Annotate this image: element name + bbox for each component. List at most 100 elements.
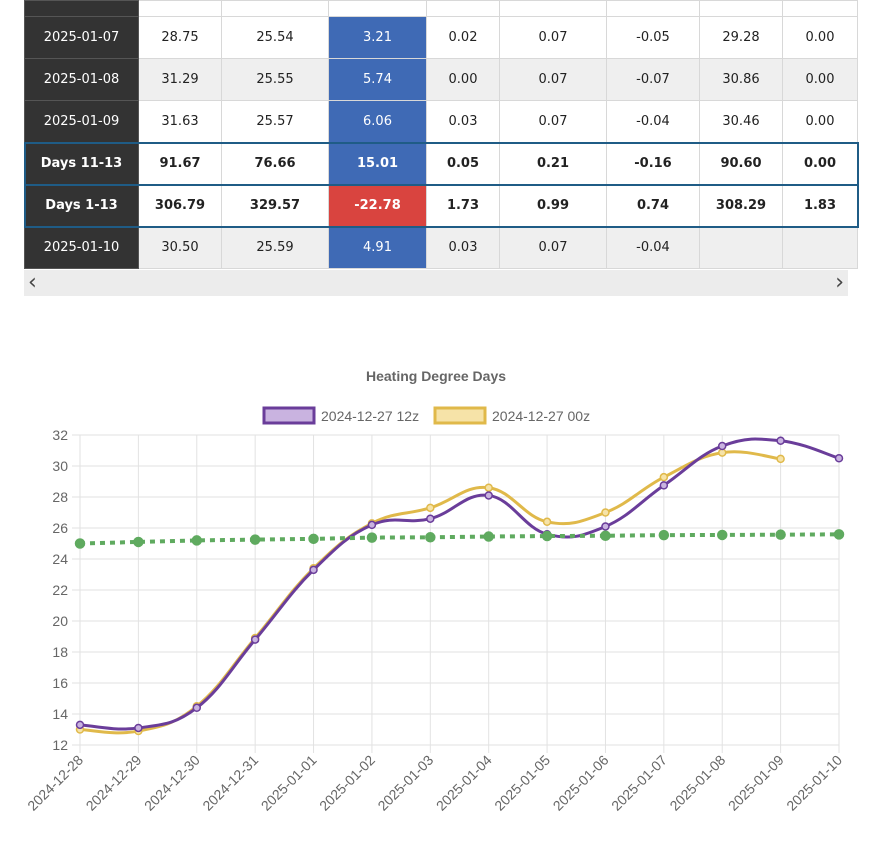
scroll-right-arrow-icon[interactable]: › (835, 270, 844, 295)
table-cell: 0.00 (782, 142, 858, 185)
data-point[interactable] (134, 723, 143, 733)
data-point[interactable] (659, 481, 669, 490)
data-point[interactable] (426, 514, 435, 523)
legend-swatch-2[interactable] (433, 406, 487, 425)
data-point[interactable] (484, 483, 493, 492)
y-tick-label: 20 (52, 613, 68, 629)
table-cell: 0.02 (426, 16, 500, 59)
legend-label-2[interactable]: 2024-12-27 00z (492, 408, 590, 424)
data-point[interactable] (658, 529, 670, 541)
table-cell: 0.99 (499, 184, 607, 227)
y-tick-label: 16 (52, 675, 68, 691)
table-cell: 0.21 (499, 142, 607, 185)
series-line-12z (79, 437, 840, 731)
table-cell: 0.00 (426, 58, 500, 101)
data-point[interactable] (367, 520, 377, 530)
data-point[interactable] (776, 436, 785, 445)
data-point[interactable] (133, 536, 144, 548)
y-tick-label: 24 (52, 551, 68, 567)
data-point[interactable] (775, 529, 786, 540)
table-row: 2025-01-07 28.75 25.54 3.21 0.02 0.07 -0.05 29.… (24, 16, 858, 59)
table-cell: 6.06 (328, 100, 427, 143)
table-cell: ?.?? (782, 0, 858, 17)
x-tick-label: 2025-01-07 (608, 752, 670, 814)
table-cell: 91.67 (138, 142, 222, 185)
table-cell: ??.?? (221, 0, 329, 17)
table-summary-row: Days 1-13 306.79 329.57 -22.78 1.73 0.99 0.74 3… (23, 183, 859, 228)
row-label-cell: 2025-01-08 (24, 58, 139, 101)
table-cell: -0.04 (606, 100, 700, 143)
data-point[interactable] (483, 531, 494, 542)
data-point[interactable] (75, 720, 85, 730)
hdd-table: Day??.????.???.???.???.??-?.????.???.??2… (23, 0, 859, 269)
data-point[interactable] (192, 703, 202, 713)
x-tick-label: 2025-01-04 (433, 752, 495, 814)
data-point[interactable] (249, 534, 261, 545)
data-point[interactable] (717, 441, 727, 451)
table-cell: 30.86 (699, 58, 783, 101)
table-cell: 0.00 (782, 58, 858, 101)
hdd-line-chart: Heating Degree Days 2024-12-27 12z 2024-12… (24, 368, 845, 814)
table-cell: 0.07 (499, 58, 607, 101)
table-cell: 0.03 (426, 226, 500, 269)
table-cell: ?.?? (499, 0, 607, 17)
data-point[interactable] (426, 503, 435, 513)
y-tick-label: 28 (52, 489, 68, 505)
table-cell: 15.01 (328, 142, 427, 185)
data-point[interactable] (600, 530, 611, 541)
table-row: 2025-01-09 31.63 25.57 6.06 0.03 0.07 -0.04 30.… (24, 100, 858, 143)
table-cell: 28.75 (138, 16, 222, 59)
table-cell: 329.57 (221, 184, 329, 227)
table-row: 2025-01-08 31.29 25.55 5.74 0.00 0.07 -0.07 30.… (24, 58, 858, 101)
data-point[interactable] (716, 529, 728, 541)
x-tick-label: 2025-01-09 (725, 752, 787, 814)
table-cell (782, 226, 858, 269)
data-point[interactable] (74, 538, 86, 549)
data-point[interactable] (659, 472, 669, 482)
table-cell: -0.07 (606, 58, 700, 101)
x-tick-label: 2025-01-02 (316, 752, 378, 814)
data-point[interactable] (191, 535, 203, 546)
x-tick-label: 2024-12-31 (199, 752, 261, 814)
table-cell: -22.78 (328, 184, 427, 227)
table-cell: 31.63 (138, 100, 222, 143)
row-label-cell: Days 1-13 (24, 184, 139, 227)
table-cell: 306.79 (138, 184, 222, 227)
data-point[interactable] (250, 635, 260, 644)
data-point[interactable] (309, 565, 318, 575)
y-tick-label: 26 (52, 520, 68, 536)
data-point[interactable] (308, 533, 319, 545)
data-point[interactable] (366, 532, 378, 543)
table-cell: -0.05 (606, 16, 700, 59)
table-cell: ??.?? (138, 0, 222, 17)
legend-swatch-1[interactable] (262, 406, 316, 425)
table-cell: 0.03 (426, 100, 500, 143)
x-tick-label: 2025-01-10 (783, 752, 845, 814)
row-label-cell: 2025-01-10 (24, 226, 139, 269)
table-cell: 25.57 (221, 100, 329, 143)
table-cell (699, 226, 783, 269)
y-tick-label: 14 (52, 706, 68, 722)
data-point[interactable] (541, 530, 553, 542)
data-point[interactable] (833, 529, 845, 540)
table-cell: 29.28 (699, 16, 783, 59)
table-cell: 0.74 (606, 184, 700, 227)
data-point[interactable] (834, 454, 844, 463)
table-cell: 5.74 (328, 58, 427, 101)
scroll-left-arrow-icon[interactable]: ‹ (28, 270, 37, 295)
table-summary-row: Days 11-13 91.67 76.66 15.01 0.05 0.21 -0.16 90… (23, 141, 859, 186)
x-tick-label: 2024-12-30 (141, 752, 203, 814)
legend-label-1[interactable]: 2024-12-27 12z (321, 408, 419, 424)
data-point[interactable] (776, 454, 785, 464)
data-point[interactable] (601, 508, 610, 517)
table-cell: ?.?? (328, 0, 427, 17)
data-point[interactable] (601, 522, 610, 531)
data-point[interactable] (484, 491, 493, 500)
data-point[interactable] (425, 532, 436, 543)
data-point[interactable] (542, 517, 552, 527)
table-cell: 3.21 (328, 16, 427, 59)
horizontal-scrollbar[interactable]: ‹ › (24, 270, 848, 296)
row-label-cell: 2025-01-07 (24, 16, 139, 59)
table-cell: -0.04 (606, 226, 700, 269)
table-cell: 76.66 (221, 142, 329, 185)
